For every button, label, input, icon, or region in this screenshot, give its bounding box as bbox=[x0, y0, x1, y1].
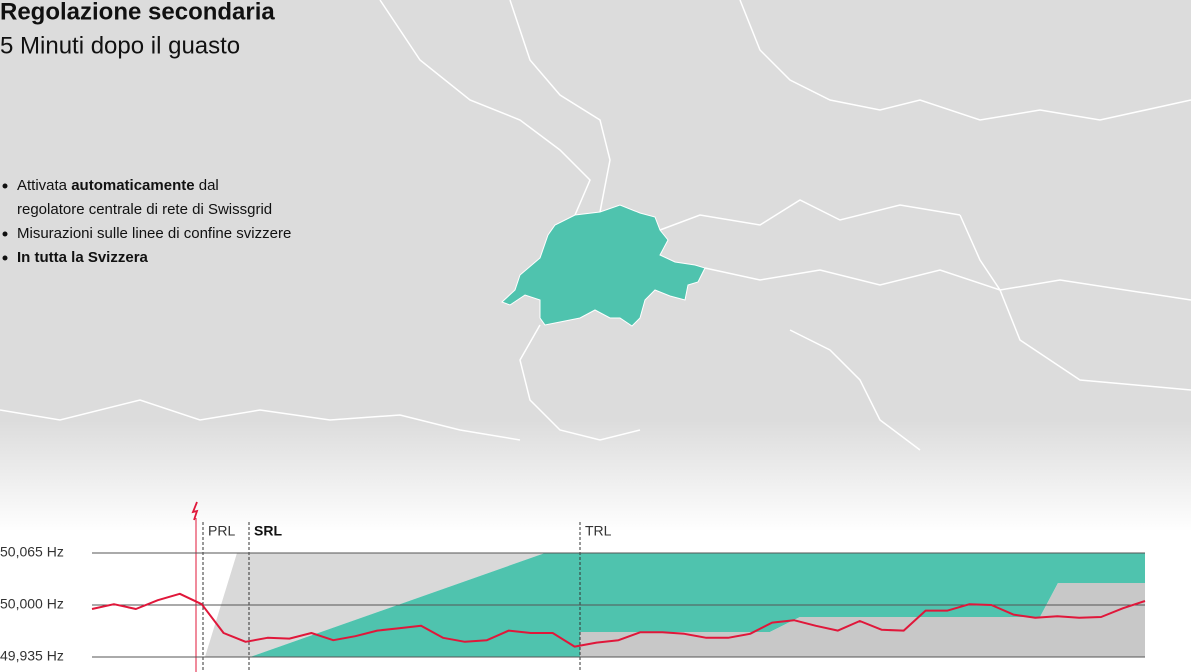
phase-label: SRL bbox=[254, 523, 282, 539]
y-tick-label: 50,065 Hz bbox=[0, 544, 64, 560]
bullet: Misurazioni sulle linee di confine svizz… bbox=[17, 225, 291, 242]
line bbox=[91, 592, 1146, 648]
fault-icon bbox=[191, 501, 199, 521]
title: Regolazione secondaria bbox=[0, 0, 275, 25]
switzerland bbox=[501, 204, 706, 327]
y-tick-label: 50,000 Hz bbox=[0, 596, 64, 612]
text: automaticamente bbox=[71, 177, 194, 194]
bullet-dot bbox=[2, 183, 8, 189]
y-tick-label: 49,935 Hz bbox=[0, 648, 64, 664]
map-fade bbox=[0, 420, 1191, 532]
bullet: Attivata automaticamente dal bbox=[17, 177, 219, 194]
text: Attivata bbox=[17, 177, 71, 194]
bullet: In tutta la Svizzera bbox=[17, 249, 149, 266]
subtitle: 5 Minuti dopo il guasto bbox=[0, 32, 240, 59]
phase-label: TRL bbox=[585, 523, 612, 539]
bullet-dot bbox=[2, 231, 8, 237]
bullet-dot bbox=[2, 255, 8, 261]
text: dal bbox=[195, 177, 219, 194]
bullet-list: Attivata automaticamente dal regolatore … bbox=[2, 177, 291, 266]
phase-label: PRL bbox=[208, 523, 235, 539]
bullet-continuation: regolatore centrale di rete di Swissgrid bbox=[17, 201, 272, 218]
chart: PRL SRL TRL 50,065 Hz 50,000 Hz 49,935 Hz bbox=[0, 501, 1146, 672]
